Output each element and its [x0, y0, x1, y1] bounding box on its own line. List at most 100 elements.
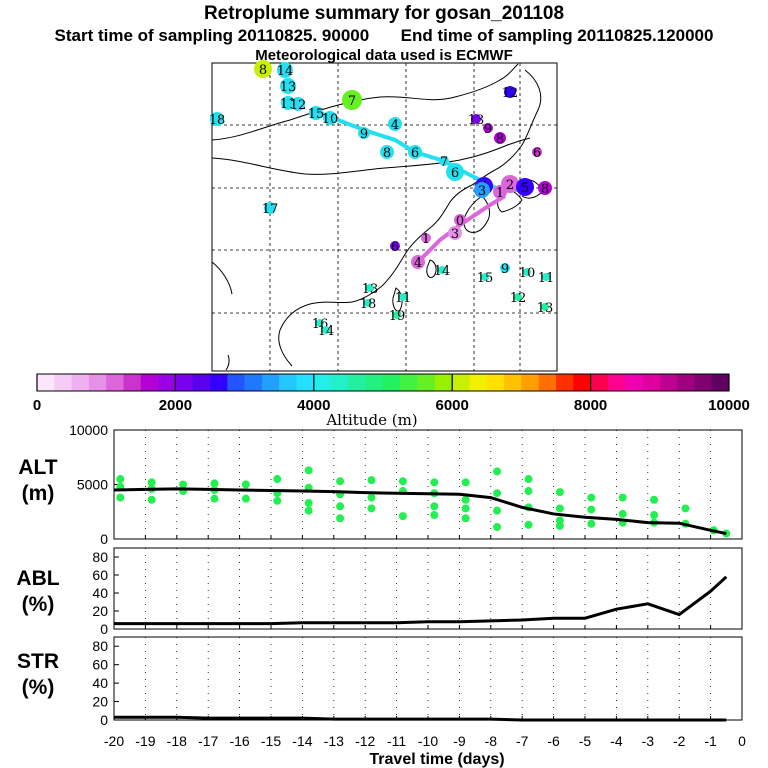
x-tick-label: -2 [673, 733, 686, 749]
colorbar-swatch [486, 374, 505, 391]
colorbar-swatch [54, 374, 72, 391]
panel-ytick-label: 80 [92, 549, 108, 565]
map-plume-dot [532, 147, 542, 157]
panel-series-line [113, 487, 727, 536]
start-time-label: Start time of sampling 20110825. 90000 [54, 26, 370, 45]
panel-ytick-label: 10000 [69, 422, 108, 438]
panel-ytick-label: 40 [92, 585, 108, 601]
alt-scatter-point [273, 475, 282, 484]
map-day-label: 4 [391, 118, 399, 133]
page-title: Retroplume summary for gosan_201108 [203, 3, 565, 24]
panel-ytick-label: 20 [92, 694, 108, 710]
map-plume-dot [210, 112, 224, 126]
map-day-label: 9 [484, 122, 492, 137]
map-day-label: 8 [541, 182, 549, 197]
alt-scatter-point [430, 502, 439, 511]
colorbar-swatch [348, 374, 366, 391]
alt-panel-label: ALT [18, 456, 57, 479]
colorbar-swatch [210, 374, 228, 391]
colorbar-swatch [365, 374, 384, 391]
colorbar-swatch [694, 374, 712, 391]
map-plume-dot [438, 266, 446, 274]
map-day-label: 0 [456, 214, 464, 229]
colorbar-swatch [383, 374, 401, 391]
map-plume-dot [446, 163, 464, 181]
map-day-label: 7 [440, 155, 448, 170]
x-tick-label: -15 [261, 733, 281, 749]
alt-scatter-point [116, 493, 125, 502]
panel-ytick-label: 5000 [77, 477, 108, 493]
panel-frame [113, 547, 743, 630]
map-day-label: 1 [496, 186, 504, 201]
x-tick-label: -18 [167, 733, 187, 749]
x-tick-label: -4 [610, 733, 623, 749]
panel-ytick-label: 0 [100, 531, 108, 547]
alt-scatter-point [461, 504, 470, 513]
alt-scatter-point [179, 480, 188, 489]
colorbar-swatch [296, 374, 315, 391]
map-day-label: 18 [360, 297, 377, 312]
x-tick-label: -11 [387, 733, 406, 749]
alt-scatter-point [618, 493, 627, 502]
map-day-label: 10 [322, 112, 339, 127]
map-day-label: 17 [262, 202, 279, 217]
alt-scatter-point [493, 506, 502, 515]
colorbar-swatch [37, 374, 55, 391]
alt-panel-unit: (m) [22, 482, 55, 505]
colorbar-swatch [607, 374, 626, 391]
abl-panel-label: ABL [16, 567, 59, 590]
map-plume-dot [411, 255, 425, 269]
map-day-label: 10 [519, 266, 536, 281]
colorbar-swatch [434, 374, 453, 391]
colorbar-swatch [590, 374, 609, 391]
colorbar-swatch [192, 374, 211, 391]
colorbar-swatch [659, 374, 678, 391]
alt-scatter-point [210, 494, 219, 503]
colorbar-tick-label: 8000 [574, 397, 607, 414]
alt-scatter-point [398, 512, 407, 521]
map-plume-dot [504, 86, 516, 98]
x-tick-label: -13 [324, 733, 344, 749]
end-time-label: End time of sampling 20110825.120000 [400, 26, 714, 45]
x-tick-label: -3 [642, 733, 655, 749]
panel-ytick-label: 60 [92, 657, 108, 673]
colorbar-tick-label: 2000 [159, 397, 192, 414]
colorbar-swatch [452, 374, 470, 391]
alt-scatter-point [336, 502, 345, 511]
colorbar-swatch [677, 374, 695, 391]
map-plume-dot [358, 127, 370, 139]
alt-scatter-point [147, 478, 156, 487]
map-plume-dot [494, 132, 506, 144]
map-plume-dot [500, 263, 510, 273]
map-plume-dot [316, 319, 324, 327]
map-plume-dot [516, 178, 534, 196]
x-tick-label: -7 [516, 733, 529, 749]
alt-scatter-point [461, 495, 470, 504]
abl-panel-unit: (%) [22, 593, 55, 616]
colorbar-swatch [71, 374, 90, 391]
colorbar-swatch [331, 374, 349, 391]
colorbar-swatch [279, 374, 297, 391]
map-plume-dot [388, 117, 402, 131]
map-day-label: 4 [414, 256, 422, 271]
map-plume-dot [542, 273, 550, 281]
map-plume-dot [448, 226, 462, 240]
panel-ytick-label: 60 [92, 567, 108, 583]
map-day-label: 8 [496, 132, 504, 147]
x-tick-label: -12 [355, 733, 375, 749]
alt-scatter-point [367, 493, 376, 502]
alt-scatter-point [336, 514, 345, 523]
x-tick-label: -9 [453, 733, 466, 749]
panel-ytick-label: 40 [92, 675, 108, 691]
alt-scatter-point [241, 480, 250, 489]
map-day-label: 13 [362, 282, 379, 297]
map-day-label: 19 [389, 309, 406, 324]
alt-scatter-point [367, 476, 376, 485]
colorbar-swatch [261, 374, 280, 391]
colorbar-swatch [123, 374, 142, 391]
map-plume-dot [408, 145, 422, 159]
alt-scatter-point [304, 499, 313, 508]
met-data-label: Meteorological data used is ECMWF [255, 47, 513, 64]
panel-ytick-label: 20 [92, 603, 108, 619]
map-day-label: 11 [538, 271, 555, 286]
